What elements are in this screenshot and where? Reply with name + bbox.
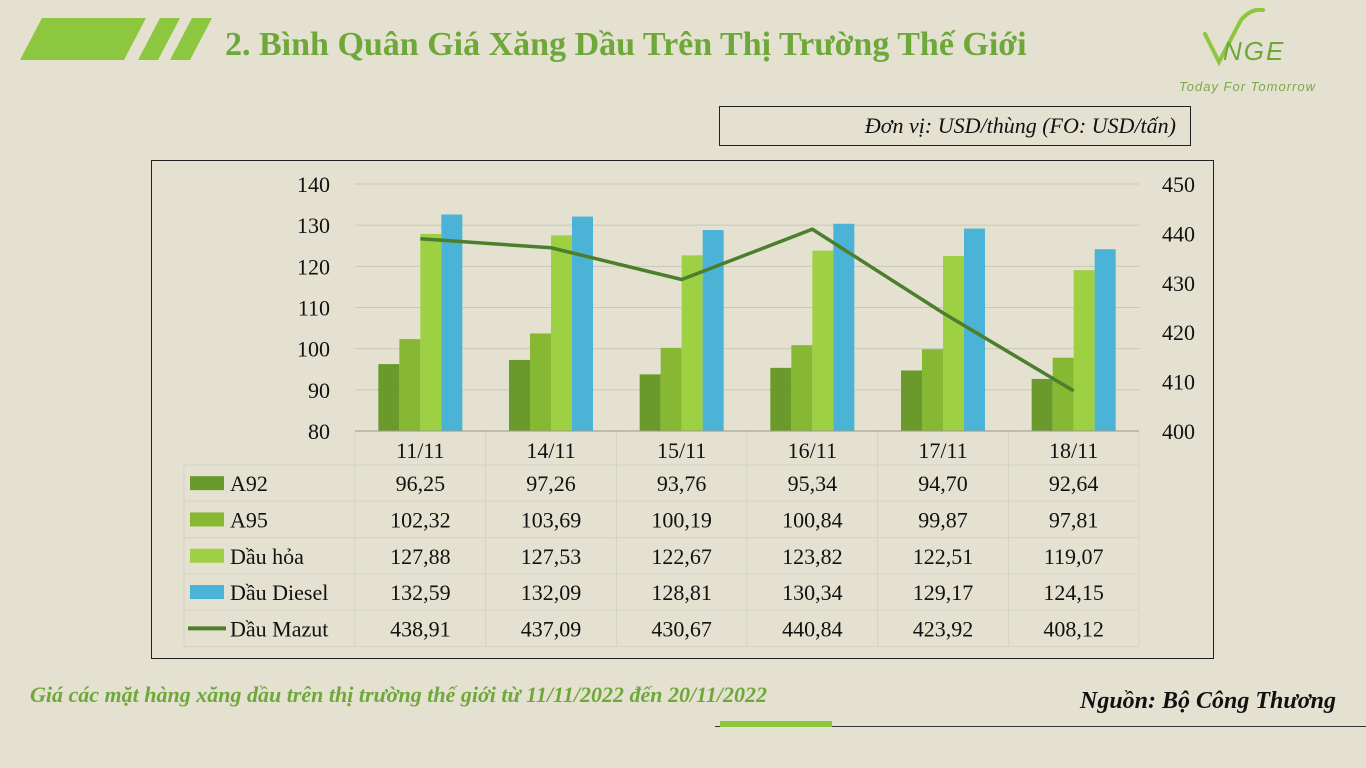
y-tick-label: 110	[298, 296, 330, 321]
bar-dầu-diesel	[833, 223, 855, 431]
data-label: 440,84	[782, 616, 843, 641]
bar-dầu-diesel	[441, 214, 463, 431]
footer-accent-bar	[720, 721, 832, 727]
data-label: 408,12	[1043, 616, 1104, 641]
unit-label: Đơn vị: USD/thùng (FO: USD/tấn)	[719, 106, 1191, 146]
data-label: 127,88	[390, 544, 451, 569]
bar-a92	[1031, 378, 1053, 431]
bar-a95	[791, 345, 813, 431]
bar-a95	[530, 333, 551, 431]
bar-dầu-hỏa	[681, 255, 703, 431]
data-label: 437,09	[521, 616, 582, 641]
bar-dầu-diesel	[702, 230, 724, 431]
y2-tick-label: 410	[1162, 370, 1195, 395]
data-label: 97,81	[1049, 507, 1099, 532]
legend-label: A92	[230, 471, 268, 496]
legend-label: A95	[230, 507, 268, 532]
y-tick-label: 90	[308, 378, 330, 403]
data-label: 127,53	[521, 544, 582, 569]
data-label: 102,32	[390, 507, 451, 532]
bar-a95	[922, 349, 943, 431]
bar-a92	[378, 364, 400, 431]
data-label: 130,34	[782, 580, 843, 605]
data-label: 93,76	[657, 471, 707, 496]
data-label: 103,69	[521, 507, 582, 532]
legend-swatch	[190, 476, 224, 491]
logo-tagline: Today For Tomorrow	[1179, 79, 1317, 94]
data-label: 100,84	[782, 507, 843, 532]
data-label: 97,26	[526, 471, 576, 496]
x-tick-label: 14/11	[526, 438, 575, 463]
legend-label: Dầu Mazut	[230, 616, 328, 641]
y2-tick-label: 440	[1162, 221, 1195, 246]
data-label: 122,67	[651, 544, 712, 569]
bar-a95	[1052, 357, 1074, 431]
legend-swatch	[190, 585, 224, 600]
decorative-stripes	[20, 18, 212, 60]
bar-dầu-hỏa	[812, 250, 834, 431]
svg-text:NGE: NGE	[1223, 36, 1285, 66]
data-label: 96,25	[396, 471, 446, 496]
source-label: Nguồn: Bộ Công Thương	[1080, 688, 1336, 714]
bar-a92	[901, 370, 922, 431]
y2-tick-label: 400	[1162, 419, 1195, 444]
bar-dầu-hỏa	[1073, 270, 1095, 431]
bar-dầu-hỏa	[943, 256, 964, 431]
bar-a95	[660, 347, 682, 431]
bar-dầu-hỏa	[420, 233, 442, 431]
data-label: 100,19	[651, 507, 712, 532]
legend-label: Dầu hỏa	[230, 544, 304, 569]
chart-caption: Giá các mặt hàng xăng dầu trên thị trườn…	[30, 682, 767, 707]
data-label: 92,64	[1049, 471, 1099, 496]
chart-panel: 140 130 120 110 100 90 80 450 440 430 420 410 400 11/…	[151, 160, 1214, 659]
footer-divider	[715, 726, 1366, 727]
page-title: 2. Bình Quân Giá Xăng Dầu Trên Thị Trườn…	[225, 26, 1027, 63]
vnge-logo: NGE Today For Tomorrow	[1179, 8, 1317, 94]
x-tick-label: 17/11	[918, 438, 967, 463]
y-tick-label: 100	[297, 337, 330, 362]
data-label: 94,70	[918, 471, 968, 496]
y-tick-label: 140	[297, 172, 330, 197]
y-tick-label: 130	[297, 213, 330, 238]
bar-a92	[639, 374, 661, 431]
data-label: 95,34	[788, 471, 838, 496]
data-label: 123,82	[782, 544, 843, 569]
y-tick-label: 80	[308, 419, 330, 444]
data-label: 423,92	[913, 616, 974, 641]
x-tick-label: 16/11	[788, 438, 837, 463]
line-dau-mazut	[420, 227, 1075, 393]
x-tick-label: 11/11	[396, 438, 444, 463]
bar-a92	[770, 367, 792, 431]
y2-tick-label: 450	[1162, 172, 1195, 197]
bar-a92	[509, 359, 530, 431]
legend-label: Dầu Diesel	[230, 580, 328, 605]
data-label: 122,51	[913, 544, 974, 569]
bar-dầu-hỏa	[551, 235, 572, 431]
x-tick-label: 15/11	[657, 438, 706, 463]
bar-a95	[399, 339, 421, 431]
data-label: 119,07	[1044, 544, 1104, 569]
price-chart: 140 130 120 110 100 90 80 450 440 430 420 410 400 11/…	[183, 172, 1195, 647]
data-label: 132,09	[521, 580, 582, 605]
data-label: 132,59	[390, 580, 451, 605]
legend-swatch	[190, 548, 224, 563]
bar-dầu-diesel	[572, 216, 593, 431]
y2-tick-label: 420	[1162, 320, 1195, 345]
legend-swatch	[190, 512, 224, 527]
x-tick-label: 18/11	[1049, 438, 1098, 463]
data-label: 438,91	[390, 616, 451, 641]
data-label: 128,81	[651, 580, 712, 605]
bar-dầu-diesel	[1094, 249, 1116, 431]
y-tick-label: 120	[297, 254, 330, 279]
data-label: 99,87	[918, 507, 968, 532]
data-label: 129,17	[913, 580, 974, 605]
data-label: 430,67	[651, 616, 712, 641]
y2-tick-label: 430	[1162, 271, 1195, 296]
data-label: 124,15	[1043, 580, 1104, 605]
